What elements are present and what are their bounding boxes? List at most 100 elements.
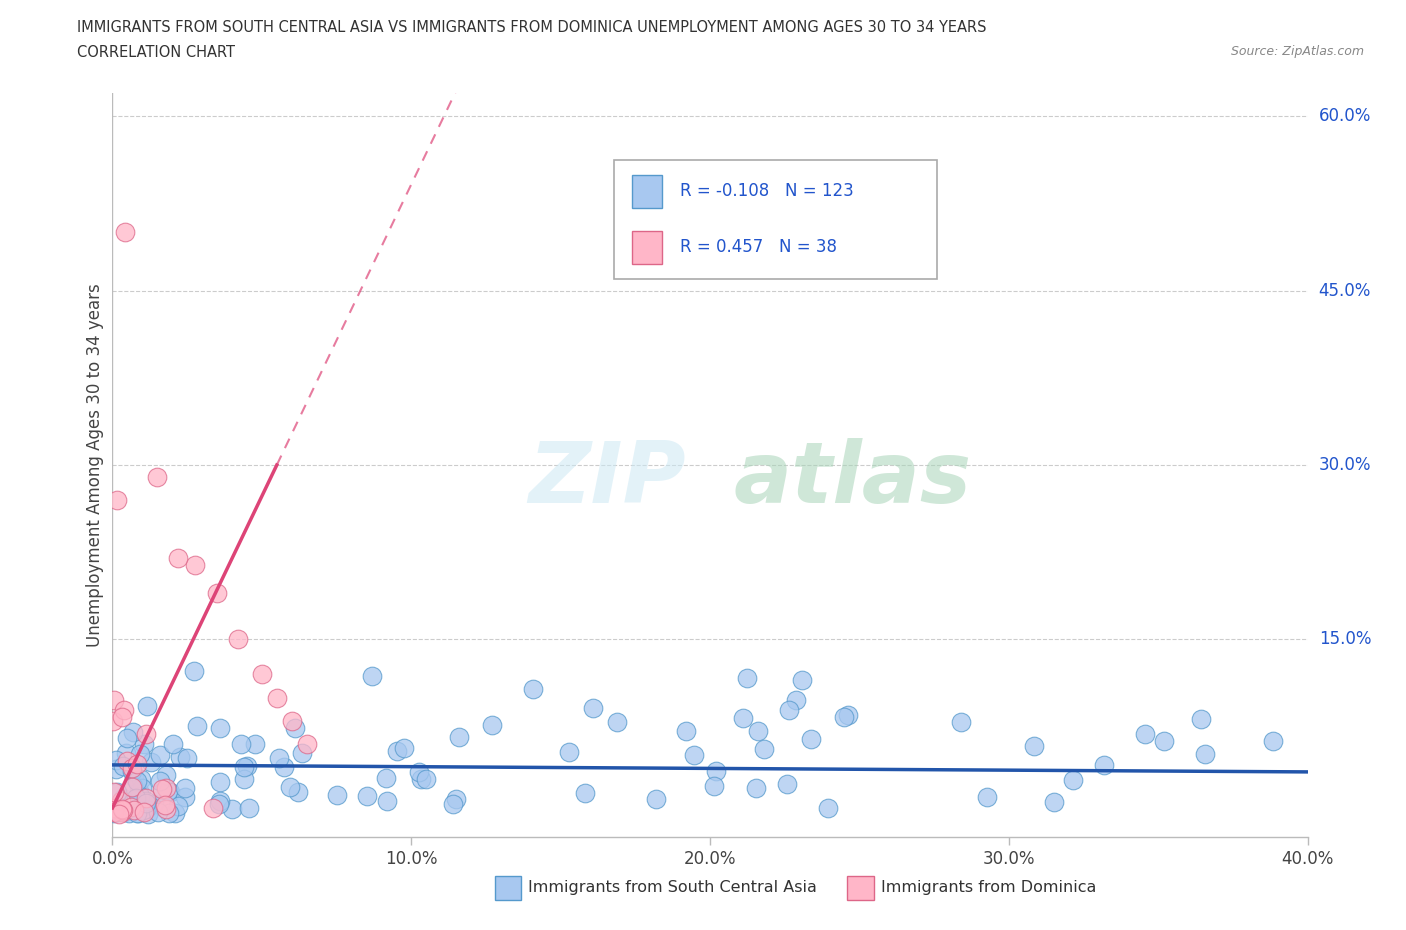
Point [283, 721, 305, 736]
Point [232, 771, 254, 786]
Point [132, 804, 155, 819]
Point [103, 713, 125, 728]
Point [245, 737, 267, 751]
Point [675, 724, 697, 738]
FancyBboxPatch shape [848, 876, 873, 900]
Point [792, 673, 814, 688]
Point [415, 772, 437, 787]
Point [152, 800, 174, 815]
Point [135, 802, 157, 817]
Point [111, 710, 134, 724]
Point [183, 664, 205, 679]
Point [356, 789, 378, 804]
Point [118, 806, 141, 821]
Point [122, 769, 145, 784]
Point [238, 801, 260, 816]
FancyBboxPatch shape [614, 160, 938, 279]
Point [754, 742, 776, 757]
Point [385, 744, 408, 759]
Point [800, 731, 823, 746]
Point [112, 805, 135, 820]
Point [441, 796, 464, 811]
Point [110, 794, 132, 809]
Point [157, 805, 180, 820]
Point [747, 724, 769, 738]
Point [142, 797, 165, 812]
Point [104, 801, 127, 816]
Point [558, 744, 581, 759]
Point [121, 764, 143, 778]
Point [837, 708, 859, 723]
Point [115, 754, 138, 769]
Point [1189, 711, 1212, 726]
Point [105, 762, 128, 777]
Point [411, 772, 433, 787]
Point [273, 760, 295, 775]
Point [105, 785, 128, 800]
Point [176, 751, 198, 765]
Point [131, 780, 153, 795]
Point [136, 806, 159, 821]
Point [122, 779, 145, 794]
Point [174, 780, 197, 795]
Point [159, 784, 181, 799]
Point [156, 784, 179, 799]
Point [150, 785, 173, 800]
Point [733, 711, 755, 725]
Text: R = -0.108   N = 123: R = -0.108 N = 123 [681, 182, 853, 200]
FancyBboxPatch shape [633, 175, 662, 208]
Point [125, 805, 148, 820]
Point [1194, 747, 1216, 762]
Point [1133, 726, 1156, 741]
Point [186, 718, 208, 733]
Point [124, 803, 146, 817]
Point [115, 730, 138, 745]
Point [122, 794, 145, 809]
Text: CORRELATION CHART: CORRELATION CHART [77, 45, 235, 60]
Point [449, 729, 471, 744]
Point [132, 802, 155, 817]
Text: 60.0%: 60.0% [1319, 107, 1371, 126]
Text: IMMIGRANTS FROM SOUTH CENTRAL ASIA VS IMMIGRANTS FROM DOMINICA UNEMPLOYMENT AMON: IMMIGRANTS FROM SOUTH CENTRAL ASIA VS IM… [77, 20, 987, 35]
Point [226, 632, 249, 647]
Point [135, 790, 157, 805]
Point [132, 737, 155, 751]
Point [281, 713, 304, 728]
Point [112, 803, 135, 817]
Point [129, 772, 152, 787]
Y-axis label: Unemployment Among Ages 30 to 34 years: Unemployment Among Ages 30 to 34 years [86, 283, 104, 647]
Point [103, 784, 125, 799]
Point [832, 710, 855, 724]
Point [785, 692, 807, 707]
Point [155, 780, 177, 795]
Point [326, 787, 349, 802]
Point [103, 805, 125, 820]
Point [125, 797, 148, 812]
Point [606, 715, 628, 730]
Point [522, 682, 544, 697]
Point [221, 801, 243, 816]
Point [375, 793, 398, 808]
Point [392, 740, 415, 755]
Point [703, 778, 725, 793]
Point [111, 803, 134, 817]
Point [266, 690, 288, 705]
Point [232, 760, 254, 775]
Point [153, 798, 176, 813]
Text: ZIP: ZIP [529, 438, 686, 522]
Text: Immigrants from South Central Asia: Immigrants from South Central Asia [529, 880, 817, 895]
FancyBboxPatch shape [633, 231, 662, 264]
Point [155, 767, 177, 782]
Point [745, 780, 768, 795]
Point [111, 802, 134, 817]
Point [127, 774, 149, 789]
Point [103, 804, 125, 819]
Point [135, 726, 157, 741]
Point [114, 225, 136, 240]
Point [155, 802, 177, 817]
Point [250, 667, 273, 682]
Point [103, 693, 125, 708]
Point [162, 737, 184, 751]
Point [132, 797, 155, 812]
Point [481, 718, 503, 733]
